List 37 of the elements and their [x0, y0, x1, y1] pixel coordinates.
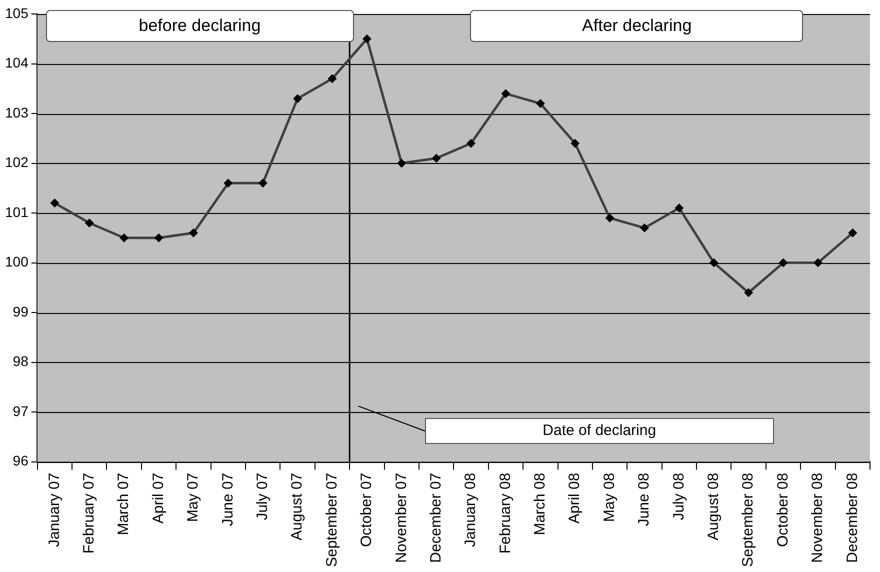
x-tick-label: August 08	[705, 472, 722, 540]
x-tick-label: July 08	[670, 472, 688, 520]
x-tick-label: July 07	[254, 472, 272, 520]
x-tick-label: August 07	[288, 472, 306, 540]
x-tick-label: March 07	[115, 472, 132, 536]
y-tick-label: 105	[5, 4, 29, 21]
x-tick-label: June 07	[219, 472, 236, 526]
x-tick-label: November 07	[392, 472, 410, 563]
x-tick-label: December 08	[844, 472, 861, 563]
y-tick-label: 99	[12, 303, 29, 320]
x-tick-label: May 08	[600, 472, 618, 522]
y-tick-label: 101	[5, 204, 29, 220]
x-tick-label: May 07	[184, 472, 202, 522]
x-tick-label: June 08	[636, 472, 653, 526]
x-tick-label: January 08	[462, 472, 480, 547]
x-tick-label: February 08	[496, 472, 514, 554]
note-box: before declaring	[46, 10, 354, 42]
x-tick-label: September 07	[323, 472, 340, 568]
x-tick-label: February 07	[80, 472, 98, 554]
y-tick-label: 96	[12, 452, 29, 469]
x-tick-label: October 07	[358, 472, 376, 547]
y-tick-label: 104	[5, 54, 29, 71]
y-tick-label: 103	[5, 104, 29, 120]
x-tick-label: December 07	[427, 472, 444, 563]
y-tick-label: 97	[12, 402, 29, 419]
y-tick-label: 100	[5, 254, 29, 270]
x-tick-label: November 08	[809, 472, 826, 563]
x-tick-label: April 07	[150, 472, 167, 524]
x-tick-label: October 08	[774, 472, 792, 547]
note-box: After declaring	[470, 10, 804, 42]
ref-line-label: Date of declaring	[424, 418, 774, 444]
x-tick-label: March 08	[532, 472, 549, 536]
x-tick-label: April 08	[566, 472, 584, 524]
x-tick-label: January 07	[46, 472, 63, 547]
x-tick-label: September 08	[740, 472, 757, 568]
y-tick-label: 102	[5, 154, 29, 170]
y-tick-label: 98	[12, 353, 29, 370]
